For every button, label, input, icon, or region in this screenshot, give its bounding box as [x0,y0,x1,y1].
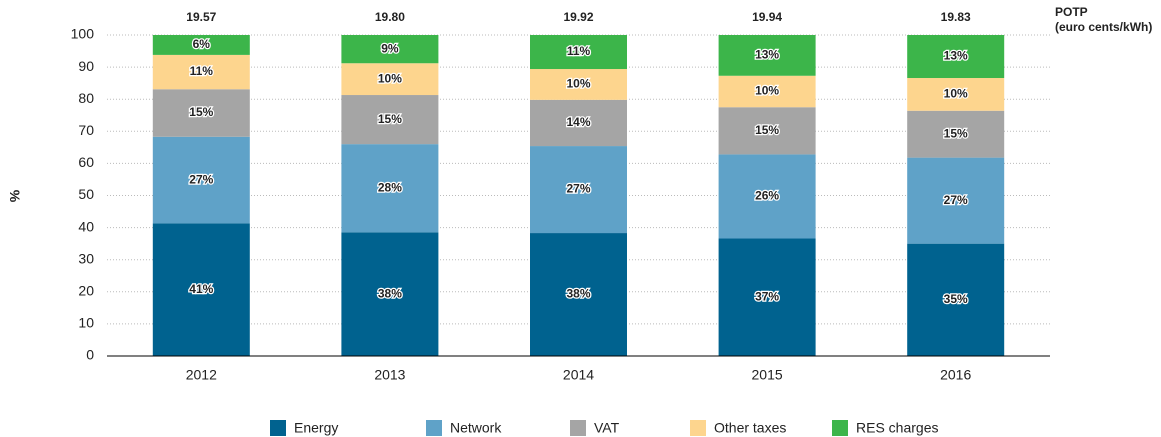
legend-swatch [426,420,442,436]
bar-segment [152,136,250,224]
bar-segment [530,35,627,70]
data-label: 10% [378,71,402,85]
bar-segment [341,95,439,145]
data-label: 13% [755,48,779,62]
bar-segment [530,69,627,100]
legend-swatch [270,420,286,436]
legend-swatch [570,420,586,436]
total-label: 19.80 [375,10,405,24]
bar-segment [907,35,1005,79]
data-label: 28% [378,180,402,194]
bar-segment [718,75,816,108]
bar-segment [341,35,439,64]
legend-label: RES charges [856,420,938,436]
bar-segment [718,35,816,76]
legend-label: Other taxes [714,420,786,436]
bar-segment [530,146,627,234]
data-label: 41% [189,282,213,296]
total-label: 19.83 [941,10,971,24]
data-label: 15% [944,126,968,140]
bar-segment [341,232,439,356]
data-label: 27% [566,182,590,196]
x-tick-label: 2014 [563,367,594,383]
legend-label: Network [450,420,502,436]
totals-label: POTP [1055,5,1088,19]
legend-swatch [832,420,848,436]
y-tick-label: 30 [78,250,94,266]
bar-segment [907,157,1005,244]
y-tick-label: 50 [78,186,94,202]
bar-segment [152,223,250,356]
data-label: 27% [944,193,968,207]
data-label: 13% [944,49,968,63]
y-tick-label: 80 [78,90,94,106]
bar-segment [152,54,250,90]
bar-segment [718,238,816,356]
x-tick-label: 2016 [940,367,971,383]
y-tick-label: 20 [78,283,94,299]
data-label: 11% [190,64,214,78]
y-tick-label: 60 [78,154,94,170]
y-tick-label: 100 [71,26,95,42]
data-label: 10% [566,77,590,91]
x-tick-label: 2013 [374,367,405,383]
bar-segment [530,99,627,147]
bar-segment [718,107,816,155]
y-tick-label: 70 [78,122,94,138]
data-label: 38% [566,287,590,301]
data-label: 35% [944,292,968,306]
bar-segment [907,243,1005,356]
bar-segment [152,35,250,55]
data-label: 14% [566,115,590,129]
legend-swatch [690,420,706,436]
bar-segment [152,89,250,137]
data-label: 15% [378,112,402,126]
data-label: 27% [189,172,213,186]
data-label: 10% [944,87,968,101]
y-tick-label: 40 [78,218,94,234]
bar-segment [718,154,816,239]
data-label: 10% [755,84,779,98]
y-tick-label: 10 [78,315,94,331]
y-tick-label: 0 [86,347,94,363]
y-tick-label: 90 [78,58,94,74]
data-label: 26% [755,189,779,203]
x-tick-label: 2012 [186,367,217,383]
data-label: 11% [567,44,591,58]
totals-label: (euro cents/kWh) [1055,20,1152,34]
bar-segment [907,78,1005,111]
legend-label: VAT [594,420,620,436]
total-label: 19.92 [563,10,593,24]
bar-segment [341,144,439,233]
data-label: 15% [189,105,213,119]
x-tick-label: 2015 [752,367,783,383]
data-label: 15% [755,123,779,137]
total-label: 19.57 [186,10,216,24]
legend-label: Energy [294,420,338,436]
y-axis-label: % [7,189,23,202]
bar-segment [341,63,439,96]
data-label: 37% [755,289,779,303]
data-label: 6% [193,37,211,51]
bar-segment [907,110,1005,158]
total-label: 19.94 [752,10,782,24]
data-label: 9% [381,41,399,55]
bar-segment [530,233,627,356]
data-label: 38% [378,286,402,300]
